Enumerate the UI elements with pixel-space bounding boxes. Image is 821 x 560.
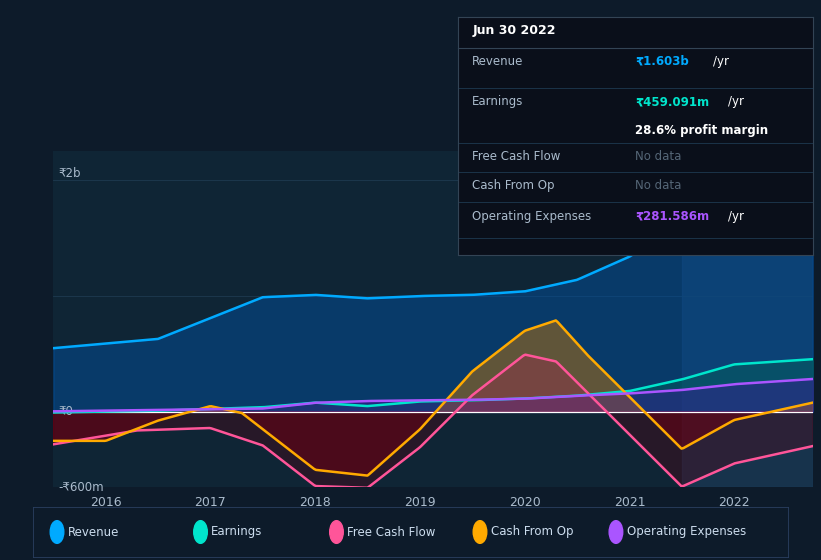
Text: Cash From Op: Cash From Op	[472, 179, 555, 192]
Text: Revenue: Revenue	[472, 55, 524, 68]
Text: ₹281.586m: ₹281.586m	[635, 209, 709, 222]
Text: /yr: /yr	[727, 209, 744, 222]
Ellipse shape	[473, 521, 487, 543]
Text: No data: No data	[635, 150, 681, 163]
Text: 28.6% profit margin: 28.6% profit margin	[635, 124, 768, 137]
Text: Cash From Op: Cash From Op	[491, 525, 573, 539]
Ellipse shape	[194, 521, 208, 543]
Bar	[682, 151, 813, 487]
Text: -₹600m: -₹600m	[58, 482, 104, 494]
Text: Operating Expenses: Operating Expenses	[626, 525, 745, 539]
Text: No data: No data	[635, 179, 681, 192]
Text: ₹2b: ₹2b	[58, 167, 81, 180]
Text: Operating Expenses: Operating Expenses	[472, 209, 592, 222]
Text: Jun 30 2022: Jun 30 2022	[472, 24, 556, 37]
Text: ₹459.091m: ₹459.091m	[635, 95, 709, 108]
Text: Free Cash Flow: Free Cash Flow	[347, 525, 435, 539]
Text: ₹0: ₹0	[58, 405, 73, 418]
Text: Earnings: Earnings	[211, 525, 263, 539]
Ellipse shape	[609, 521, 623, 543]
Text: /yr: /yr	[727, 95, 744, 108]
Text: /yr: /yr	[713, 55, 730, 68]
Ellipse shape	[330, 521, 343, 543]
Text: Revenue: Revenue	[67, 525, 119, 539]
Text: ₹1.603b: ₹1.603b	[635, 55, 689, 68]
Ellipse shape	[50, 521, 64, 543]
Text: Free Cash Flow: Free Cash Flow	[472, 150, 561, 163]
Text: Earnings: Earnings	[472, 95, 524, 108]
